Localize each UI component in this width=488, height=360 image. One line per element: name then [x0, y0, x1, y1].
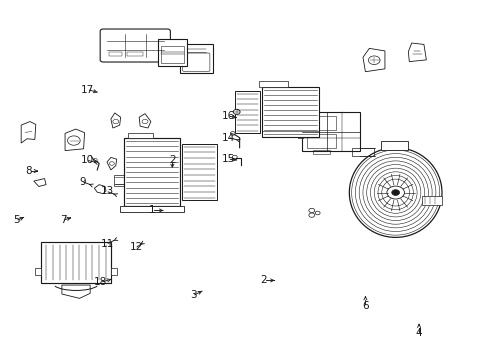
- Bar: [35, 268, 41, 275]
- Bar: [114, 175, 123, 186]
- Polygon shape: [362, 48, 384, 72]
- Text: 5: 5: [14, 215, 20, 225]
- FancyBboxPatch shape: [100, 29, 170, 62]
- Circle shape: [113, 120, 119, 124]
- Polygon shape: [34, 179, 46, 186]
- Circle shape: [230, 132, 235, 135]
- Bar: [306, 116, 335, 130]
- Bar: [259, 81, 288, 87]
- Text: 18: 18: [94, 277, 107, 287]
- Bar: [180, 44, 213, 73]
- Polygon shape: [94, 185, 106, 194]
- Bar: [312, 150, 329, 154]
- Circle shape: [142, 120, 148, 124]
- Bar: [120, 206, 183, 212]
- Text: 14: 14: [222, 133, 235, 143]
- Circle shape: [109, 162, 114, 165]
- Text: 13: 13: [100, 186, 113, 197]
- Text: 1: 1: [148, 206, 155, 216]
- Bar: [128, 133, 153, 138]
- Text: 3: 3: [190, 291, 196, 301]
- Polygon shape: [107, 157, 117, 170]
- Text: 4: 4: [415, 328, 422, 338]
- Circle shape: [233, 109, 240, 114]
- Polygon shape: [21, 122, 36, 143]
- Bar: [158, 39, 186, 66]
- Circle shape: [391, 190, 399, 195]
- Text: 6: 6: [362, 301, 368, 311]
- Bar: [351, 148, 373, 156]
- Bar: [422, 196, 441, 205]
- Circle shape: [386, 186, 404, 199]
- Polygon shape: [111, 113, 121, 128]
- Text: 8: 8: [25, 166, 32, 176]
- Bar: [109, 52, 122, 56]
- Text: 15: 15: [222, 154, 235, 164]
- Circle shape: [67, 136, 80, 145]
- Circle shape: [367, 56, 379, 64]
- Text: 9: 9: [79, 177, 86, 187]
- Text: 7: 7: [60, 215, 66, 225]
- Bar: [298, 125, 303, 138]
- Text: 2: 2: [260, 275, 267, 285]
- Bar: [261, 87, 319, 137]
- Bar: [234, 91, 260, 134]
- Bar: [41, 242, 111, 283]
- Circle shape: [315, 211, 320, 215]
- Bar: [160, 46, 183, 63]
- Circle shape: [232, 155, 237, 159]
- Bar: [380, 140, 407, 149]
- Bar: [111, 268, 117, 275]
- Text: 16: 16: [222, 111, 235, 121]
- Bar: [302, 112, 359, 151]
- Bar: [123, 138, 179, 206]
- Circle shape: [93, 158, 97, 161]
- Bar: [306, 134, 335, 148]
- Text: 12: 12: [129, 242, 142, 252]
- Polygon shape: [65, 129, 84, 150]
- Text: 17: 17: [81, 85, 94, 95]
- Text: 10: 10: [81, 155, 94, 165]
- Bar: [182, 144, 217, 201]
- Text: 2: 2: [169, 155, 175, 165]
- Circle shape: [308, 208, 314, 213]
- Ellipse shape: [348, 148, 441, 237]
- Circle shape: [308, 213, 314, 217]
- Polygon shape: [407, 43, 426, 62]
- Bar: [127, 52, 143, 56]
- Polygon shape: [139, 114, 151, 128]
- Text: 11: 11: [100, 239, 113, 249]
